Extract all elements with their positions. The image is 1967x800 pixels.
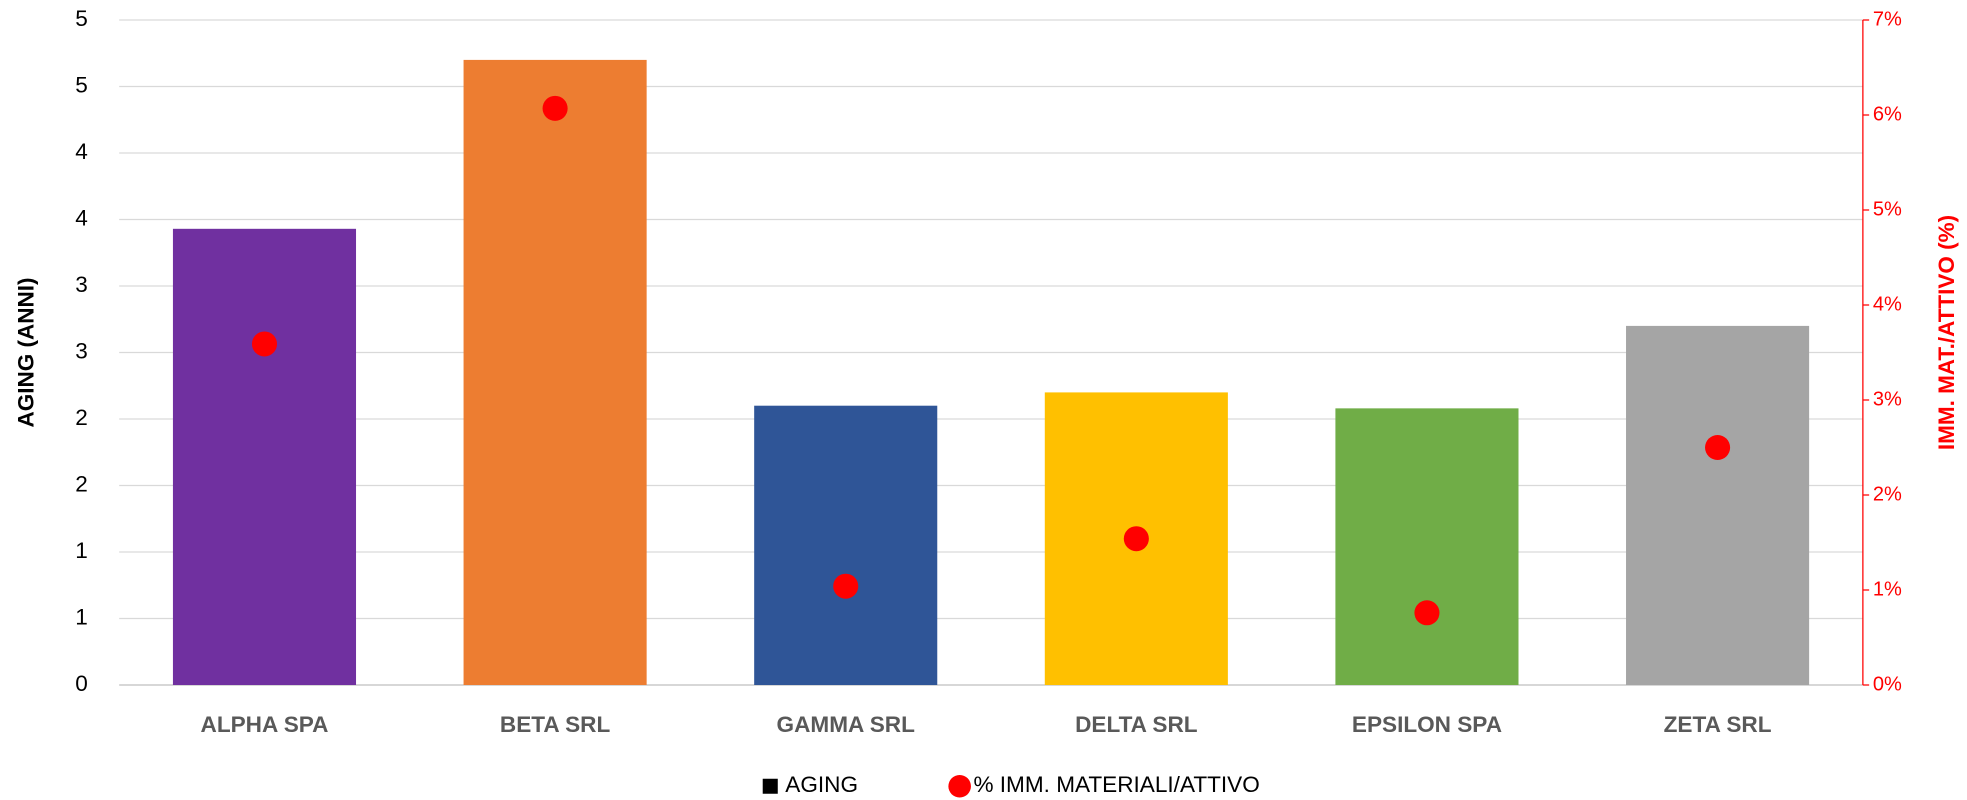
dot <box>1123 526 1149 552</box>
y2-tick-label: 7% <box>1873 8 1902 30</box>
x-tick-label: DELTA SRL <box>1075 712 1198 737</box>
y-tick-label: 1 <box>75 538 88 563</box>
y-tick-label: 5 <box>75 72 88 97</box>
legend-label: AGING <box>785 772 858 797</box>
y-tick-label: 3 <box>75 338 88 363</box>
x-tick-label: ZETA SRL <box>1664 712 1772 737</box>
x-tick-label: BETA SRL <box>500 712 611 737</box>
y2-tick-label: 0% <box>1873 673 1902 695</box>
y2-tick-label: 5% <box>1873 198 1902 220</box>
dot <box>1414 600 1440 626</box>
bar <box>1335 408 1519 685</box>
x-tick-label: ALPHA SPA <box>201 712 329 737</box>
y-tick-label: 1 <box>75 604 88 629</box>
legend-marker <box>948 775 971 798</box>
y-axis-title: AGING (ANNI) <box>14 278 39 428</box>
y2-tick-label: 1% <box>1873 578 1902 600</box>
y2-tick-label: 4% <box>1873 293 1902 315</box>
bar <box>754 405 938 685</box>
y-tick-label: 0 <box>75 671 88 696</box>
x-tick-label: EPSILON SPA <box>1352 712 1502 737</box>
y-tick-label: 4 <box>75 205 88 230</box>
bar <box>172 228 357 685</box>
legend-label: % IMM. MATERIALI/ATTIVO <box>973 772 1259 797</box>
y2-tick-label: 6% <box>1873 103 1902 125</box>
dot <box>833 573 859 599</box>
dot <box>542 95 568 121</box>
y-tick-label: 4 <box>75 139 88 164</box>
bar <box>463 59 647 685</box>
bar <box>1626 325 1810 685</box>
dot <box>1705 435 1731 460</box>
y-tick-label: 3 <box>75 272 88 297</box>
y2-axis-title: IMM. MAT./ATTIVO (%) <box>1934 215 1959 450</box>
y-tick-label: 5 <box>75 6 88 31</box>
y-tick-label: 2 <box>75 405 88 430</box>
x-tick-label: GAMMA SRL <box>777 712 916 737</box>
legend-marker <box>762 778 778 794</box>
y2-tick-label: 2% <box>1873 483 1902 505</box>
y-tick-label: 2 <box>75 471 88 496</box>
dot <box>251 331 278 357</box>
y2-tick-label: 3% <box>1873 388 1902 410</box>
